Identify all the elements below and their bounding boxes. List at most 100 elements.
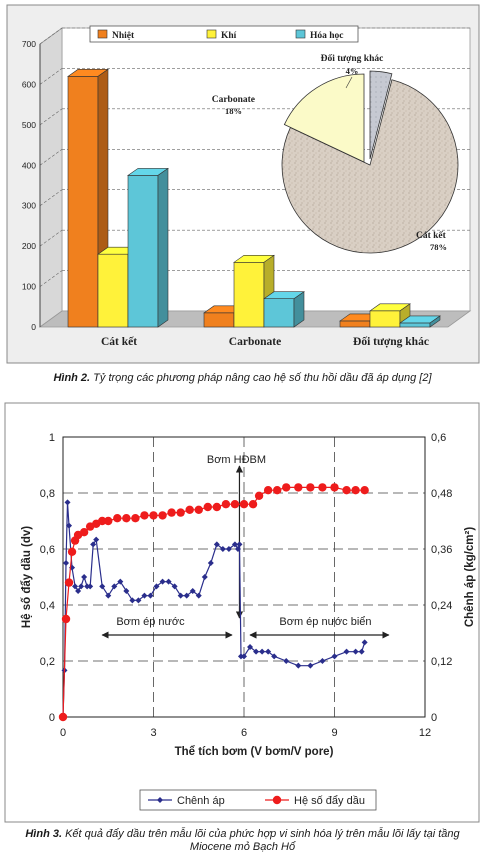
- series-0-point: [352, 648, 359, 655]
- bar-0-0: [67, 76, 99, 328]
- series-0-point: [231, 541, 238, 548]
- series-0-point: [259, 648, 266, 655]
- series-1-point: [167, 508, 176, 517]
- left-tick-label: 0,2: [40, 656, 55, 668]
- x-tick-label: 0: [60, 727, 66, 739]
- legend-label-1: Khí: [221, 31, 237, 41]
- series-1-point: [104, 516, 113, 526]
- pie-slice-2: [369, 70, 393, 160]
- x-tick-label: 9: [331, 727, 337, 739]
- series-0-point: [343, 648, 350, 655]
- bar-side-1-2: [293, 291, 305, 328]
- legend-swatch-2: [295, 29, 306, 39]
- annotation-water: Bơm ép nước: [116, 616, 185, 628]
- legend-marker-0: [157, 797, 163, 803]
- series-0-point: [165, 578, 172, 585]
- series-0-point: [123, 588, 130, 594]
- series-0-point: [135, 597, 142, 604]
- series-0-point: [93, 536, 100, 543]
- series-1-point: [351, 486, 360, 495]
- series-1-point: [330, 483, 339, 492]
- category-label-2: Đối tượng khác: [353, 335, 429, 348]
- series-0-point: [331, 653, 338, 660]
- gridline-side: [39, 27, 63, 45]
- left-tick-label: 0,6: [40, 544, 55, 556]
- figure3-caption: Hình 3. Kết quả đẩy dầu trên mẫu lõi của…: [0, 828, 485, 854]
- series-1-point: [248, 500, 258, 509]
- series-0-point: [153, 583, 160, 590]
- bar-2-1: [369, 310, 401, 328]
- gridline-side: [39, 229, 63, 247]
- series-1-point: [203, 502, 212, 512]
- series-0-point: [213, 541, 220, 548]
- series-1-point: [79, 528, 89, 537]
- series-1-point: [282, 483, 291, 492]
- legend-box: [139, 789, 377, 811]
- category-label-0: Cát kết: [101, 335, 137, 348]
- series-0-point: [283, 658, 290, 664]
- series-1-point: [67, 547, 77, 556]
- legend-swatch-1: [206, 29, 217, 39]
- series-1-point: [360, 486, 369, 495]
- series-0-point: [307, 662, 314, 669]
- series-0-point: [237, 653, 244, 660]
- series-0-point: [81, 574, 88, 580]
- right-tick-label: 0,48: [431, 488, 452, 500]
- series-0-point: [99, 583, 106, 590]
- series-0-point: [78, 583, 85, 590]
- series-1-point: [58, 712, 68, 722]
- series-0-point: [358, 648, 365, 655]
- right-axis-label: Chênh áp (kg/cm²): [464, 527, 476, 627]
- y-tick-label: 0: [31, 322, 36, 332]
- right-tick-label: 0,36: [431, 544, 452, 556]
- y-tick-label: 300: [22, 201, 36, 211]
- series-1-point: [221, 500, 231, 509]
- legend-label-0: Nhiệt: [112, 31, 135, 41]
- series-0-point: [147, 592, 154, 599]
- legend-label-2: Hóa học: [310, 31, 344, 41]
- series-1-point: [254, 491, 264, 500]
- series-1-point: [176, 508, 185, 517]
- series-1-point: [158, 511, 167, 520]
- series-0-point: [141, 592, 148, 599]
- series-0-point: [319, 658, 326, 664]
- bar-0-2: [127, 175, 159, 328]
- series-1-point: [131, 514, 140, 523]
- side-wall: [39, 27, 63, 328]
- bar-1-0: [203, 312, 235, 328]
- figure3-caption-line2: Miocene mỏ Bạch Hổ: [189, 841, 296, 853]
- series-0-point: [63, 560, 70, 566]
- series-0-point: [64, 499, 71, 506]
- pie-pct-1: 18%: [225, 106, 242, 116]
- pie-leader-line: [345, 76, 353, 89]
- category-label-1: Carbonate: [229, 336, 281, 348]
- gridline-side: [39, 108, 63, 126]
- series-1-point: [272, 486, 282, 495]
- annotation-hdbm: Bơm HĐBM: [207, 454, 266, 466]
- series-0-point: [117, 578, 124, 585]
- series-1-point: [239, 500, 249, 509]
- series-0-point: [234, 546, 241, 552]
- right-tick-label: 0,6: [431, 432, 446, 444]
- figure2-caption: Hình 2. Tỷ trọng các phương pháp nâng ca…: [0, 372, 485, 385]
- gridline-side: [39, 68, 63, 85]
- series-1-point: [113, 514, 122, 523]
- series-0-point: [129, 597, 136, 604]
- bar-2-0: [339, 320, 371, 328]
- series-1-point: [230, 500, 240, 509]
- pie-label-2: Đối tượng khác: [321, 53, 384, 64]
- series-1-point: [98, 516, 107, 526]
- y-tick-label: 500: [22, 120, 36, 130]
- series-0-point: [105, 592, 112, 599]
- series-0-point: [111, 583, 118, 590]
- series-0-point: [241, 653, 247, 660]
- series-0-point: [66, 522, 73, 529]
- y-tick-label: 700: [22, 39, 36, 49]
- right-tick-label: 0,12: [431, 656, 452, 668]
- series-1-point: [294, 483, 303, 492]
- bar-1-2: [263, 298, 295, 328]
- series-1-point: [212, 502, 222, 512]
- gridline-side: [39, 189, 63, 206]
- bar-2-2: [399, 322, 431, 328]
